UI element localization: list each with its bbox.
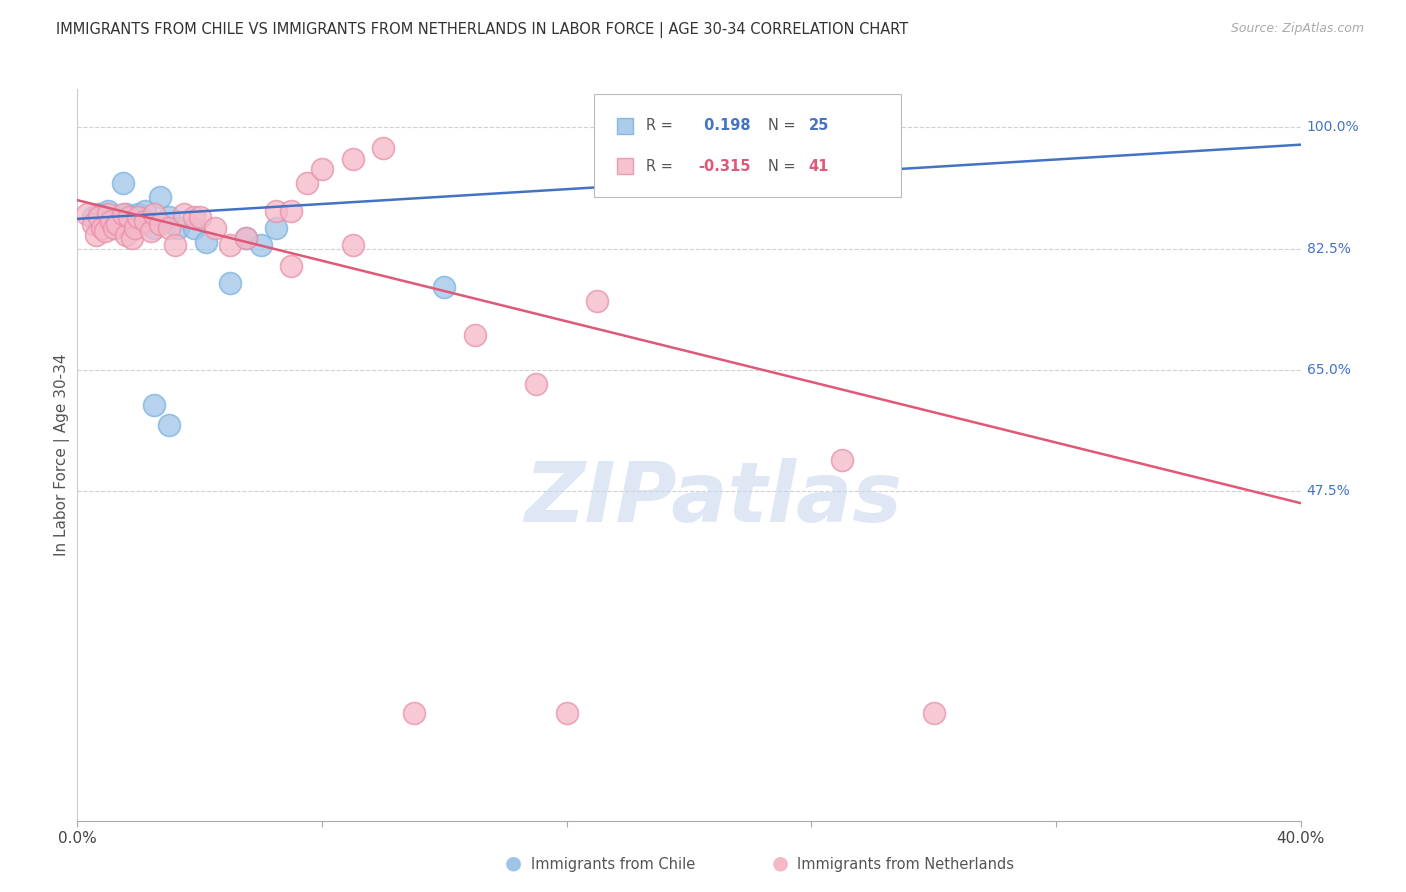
Point (165, 238, 187, 252)
Point (280, 203, 302, 218)
Point (183, 211, 205, 225)
Point (118, 211, 141, 225)
Point (342, 152, 364, 166)
Point (87, 211, 110, 225)
Point (134, 214, 156, 228)
Point (524, 376, 547, 391)
Point (219, 238, 242, 252)
Point (464, 328, 486, 343)
Point (112, 207, 135, 221)
Point (402, 706, 425, 721)
Text: IMMIGRANTS FROM CHILE VS IMMIGRANTS FROM NETHERLANDS IN LABOR FORCE | AGE 30-34 : IMMIGRANTS FROM CHILE VS IMMIGRANTS FROM… (56, 22, 908, 38)
Point (183, 220, 205, 235)
Point (204, 220, 226, 235)
Text: 100.0%: 100.0% (1306, 120, 1360, 135)
Point (139, 224, 162, 238)
Point (264, 203, 287, 218)
Point (82, 218, 104, 232)
Point (188, 211, 211, 225)
Text: R =: R = (647, 159, 678, 174)
Point (219, 277, 242, 291)
Point (280, 259, 302, 273)
Point (97, 203, 120, 218)
Point (121, 231, 143, 245)
Text: Immigrants from Netherlands: Immigrants from Netherlands (797, 857, 1014, 872)
Point (124, 220, 146, 235)
Point (157, 220, 180, 235)
Y-axis label: In Labor Force | Age 30-34: In Labor Force | Age 30-34 (55, 353, 70, 557)
Point (149, 189, 172, 203)
Point (235, 231, 257, 245)
Text: 41: 41 (808, 159, 830, 174)
Point (194, 235, 217, 249)
Point (90, 214, 112, 228)
Point (127, 207, 149, 221)
Point (97, 207, 120, 221)
Text: 25: 25 (808, 119, 830, 133)
Text: 65.0%: 65.0% (1306, 363, 1351, 377)
Point (100, 214, 122, 228)
Point (371, 141, 394, 155)
Point (121, 218, 143, 232)
Text: N =: N = (769, 119, 800, 133)
Point (142, 220, 165, 235)
Text: ●: ● (772, 854, 789, 872)
Text: -0.315: -0.315 (699, 159, 751, 174)
Text: R =: R = (647, 119, 678, 133)
Point (235, 231, 257, 245)
Point (433, 280, 456, 294)
Point (112, 176, 135, 190)
Point (295, 176, 318, 190)
Text: N =: N = (769, 159, 800, 174)
Point (105, 218, 128, 232)
Point (149, 218, 172, 232)
Point (103, 220, 125, 235)
Point (94, 211, 117, 225)
Point (134, 203, 156, 218)
Point (250, 238, 273, 252)
Text: Source: ZipAtlas.com: Source: ZipAtlas.com (1230, 22, 1364, 36)
Point (342, 238, 364, 252)
Point (157, 418, 180, 433)
Point (555, 706, 578, 721)
Point (167, 220, 190, 235)
Point (142, 398, 165, 412)
Point (84, 227, 107, 242)
Point (94, 224, 117, 238)
Point (87, 207, 110, 221)
Point (586, 293, 609, 308)
FancyBboxPatch shape (593, 95, 901, 197)
Point (142, 207, 165, 221)
Point (115, 207, 138, 221)
Text: Immigrants from Chile: Immigrants from Chile (531, 857, 696, 872)
Point (264, 220, 287, 235)
Text: 82.5%: 82.5% (1306, 242, 1351, 256)
Text: 47.5%: 47.5% (1306, 484, 1350, 499)
Point (922, 706, 945, 721)
Point (311, 161, 333, 176)
Text: ●: ● (505, 854, 522, 872)
Point (76, 207, 98, 221)
Point (173, 207, 195, 221)
Point (831, 453, 853, 467)
Point (127, 211, 149, 225)
Point (82, 211, 104, 225)
Point (90, 220, 112, 235)
Point (157, 211, 180, 225)
Point (115, 227, 138, 242)
Text: 0.198: 0.198 (699, 119, 751, 133)
Point (105, 218, 128, 232)
Point (103, 220, 125, 235)
Text: ZIPatlas: ZIPatlas (524, 458, 903, 540)
